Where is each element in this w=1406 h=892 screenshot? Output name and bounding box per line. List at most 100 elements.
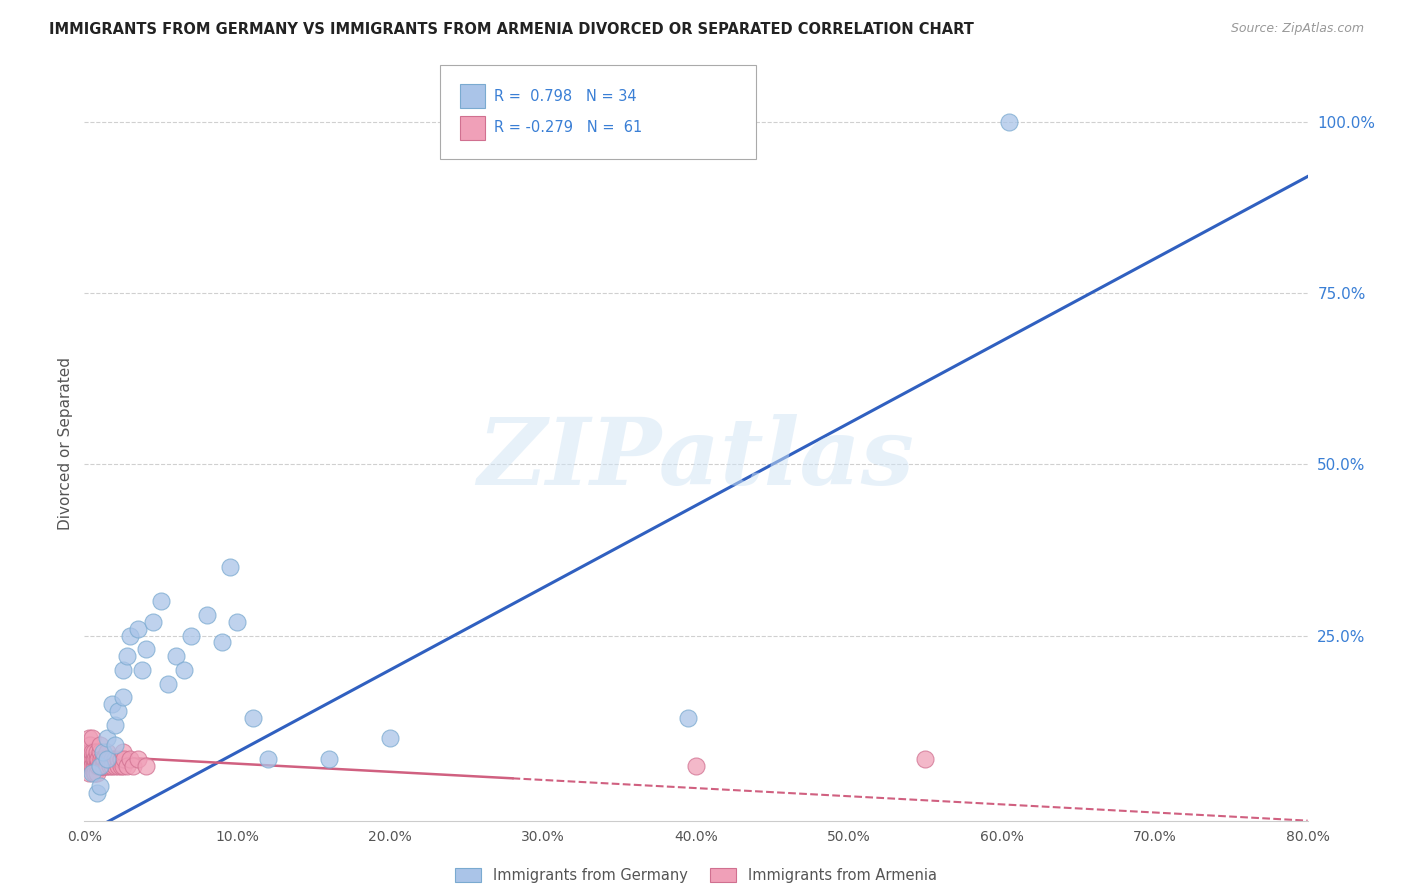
Point [89, 759, 111, 773]
Point [79, 739, 101, 753]
Point [90, 759, 112, 773]
Point [101, 752, 124, 766]
Point [111, 663, 134, 677]
Point [90, 752, 112, 766]
Point [86, 752, 108, 766]
Point [195, 608, 218, 623]
Text: R =  0.798   N = 34: R = 0.798 N = 34 [494, 89, 636, 103]
Point [242, 711, 264, 725]
Text: IMMIGRANTS FROM GERMANY VS IMMIGRANTS FROM ARMENIA DIVORCED OR SEPARATED CORRELA: IMMIGRANTS FROM GERMANY VS IMMIGRANTS FR… [49, 22, 974, 37]
Text: Source: ZipAtlas.com: Source: ZipAtlas.com [1230, 22, 1364, 36]
Point [127, 622, 149, 636]
Point [135, 759, 157, 773]
Point [115, 759, 138, 773]
Text: R = -0.279   N =  61: R = -0.279 N = 61 [494, 120, 641, 135]
Point [96, 731, 118, 746]
Point [110, 752, 132, 766]
Point [685, 759, 707, 773]
Point [80, 752, 103, 766]
Point [104, 717, 127, 731]
Point [678, 711, 700, 725]
Point [998, 114, 1021, 128]
Point [380, 731, 402, 746]
Point [96, 752, 118, 766]
Point [87, 759, 110, 773]
Point [93, 752, 115, 766]
Point [131, 663, 153, 677]
Point [86, 786, 108, 800]
Point [79, 752, 101, 766]
Point [89, 780, 111, 794]
Point [318, 752, 340, 766]
Point [101, 697, 124, 711]
Text: ZIPatlas: ZIPatlas [478, 414, 914, 504]
Point [165, 649, 187, 664]
Point [89, 745, 111, 759]
Point [149, 594, 172, 608]
Point [97, 752, 120, 766]
Point [89, 759, 111, 773]
Point [135, 642, 157, 657]
Point [111, 759, 134, 773]
Point [96, 759, 118, 773]
Point [218, 560, 240, 574]
Point [80, 765, 103, 780]
Point [86, 745, 108, 759]
Point [84, 759, 107, 773]
Point [83, 752, 105, 766]
Point [180, 629, 202, 643]
Point [84, 765, 107, 780]
Point [83, 759, 105, 773]
Y-axis label: Divorced or Separated: Divorced or Separated [58, 358, 73, 530]
Point [142, 615, 165, 629]
Point [91, 752, 114, 766]
Point [89, 759, 111, 773]
Point [91, 759, 114, 773]
Point [173, 663, 195, 677]
Point [107, 759, 129, 773]
Point [76, 739, 98, 753]
Point [83, 745, 105, 759]
Point [111, 745, 134, 759]
Point [80, 731, 103, 746]
Point [80, 745, 103, 759]
Point [77, 752, 100, 766]
Point [77, 765, 100, 780]
Point [112, 752, 135, 766]
Point [79, 759, 101, 773]
Legend: Immigrants from Germany, Immigrants from Armenia: Immigrants from Germany, Immigrants from… [450, 862, 942, 888]
Point [914, 752, 936, 766]
Point [211, 635, 233, 649]
Point [80, 759, 103, 773]
Point [98, 759, 121, 773]
Point [104, 759, 127, 773]
Point [96, 745, 118, 759]
Point [101, 759, 124, 773]
Point [115, 649, 138, 664]
Point [122, 759, 145, 773]
Point [77, 731, 100, 746]
Point [104, 739, 127, 753]
Point [107, 704, 129, 718]
Point [93, 759, 115, 773]
Point [87, 752, 110, 766]
Point [257, 752, 280, 766]
Point [104, 752, 127, 766]
Point [157, 676, 180, 690]
Point [80, 759, 103, 773]
Point [79, 745, 101, 759]
Point [76, 759, 98, 773]
Point [107, 752, 129, 766]
Point [86, 765, 108, 780]
Point [111, 690, 134, 705]
Point [120, 752, 142, 766]
Point [84, 752, 107, 766]
Point [120, 629, 142, 643]
Point [89, 739, 111, 753]
Point [83, 765, 105, 780]
Point [94, 759, 117, 773]
Point [91, 745, 114, 759]
Point [77, 745, 100, 759]
Point [226, 615, 249, 629]
Point [127, 752, 149, 766]
